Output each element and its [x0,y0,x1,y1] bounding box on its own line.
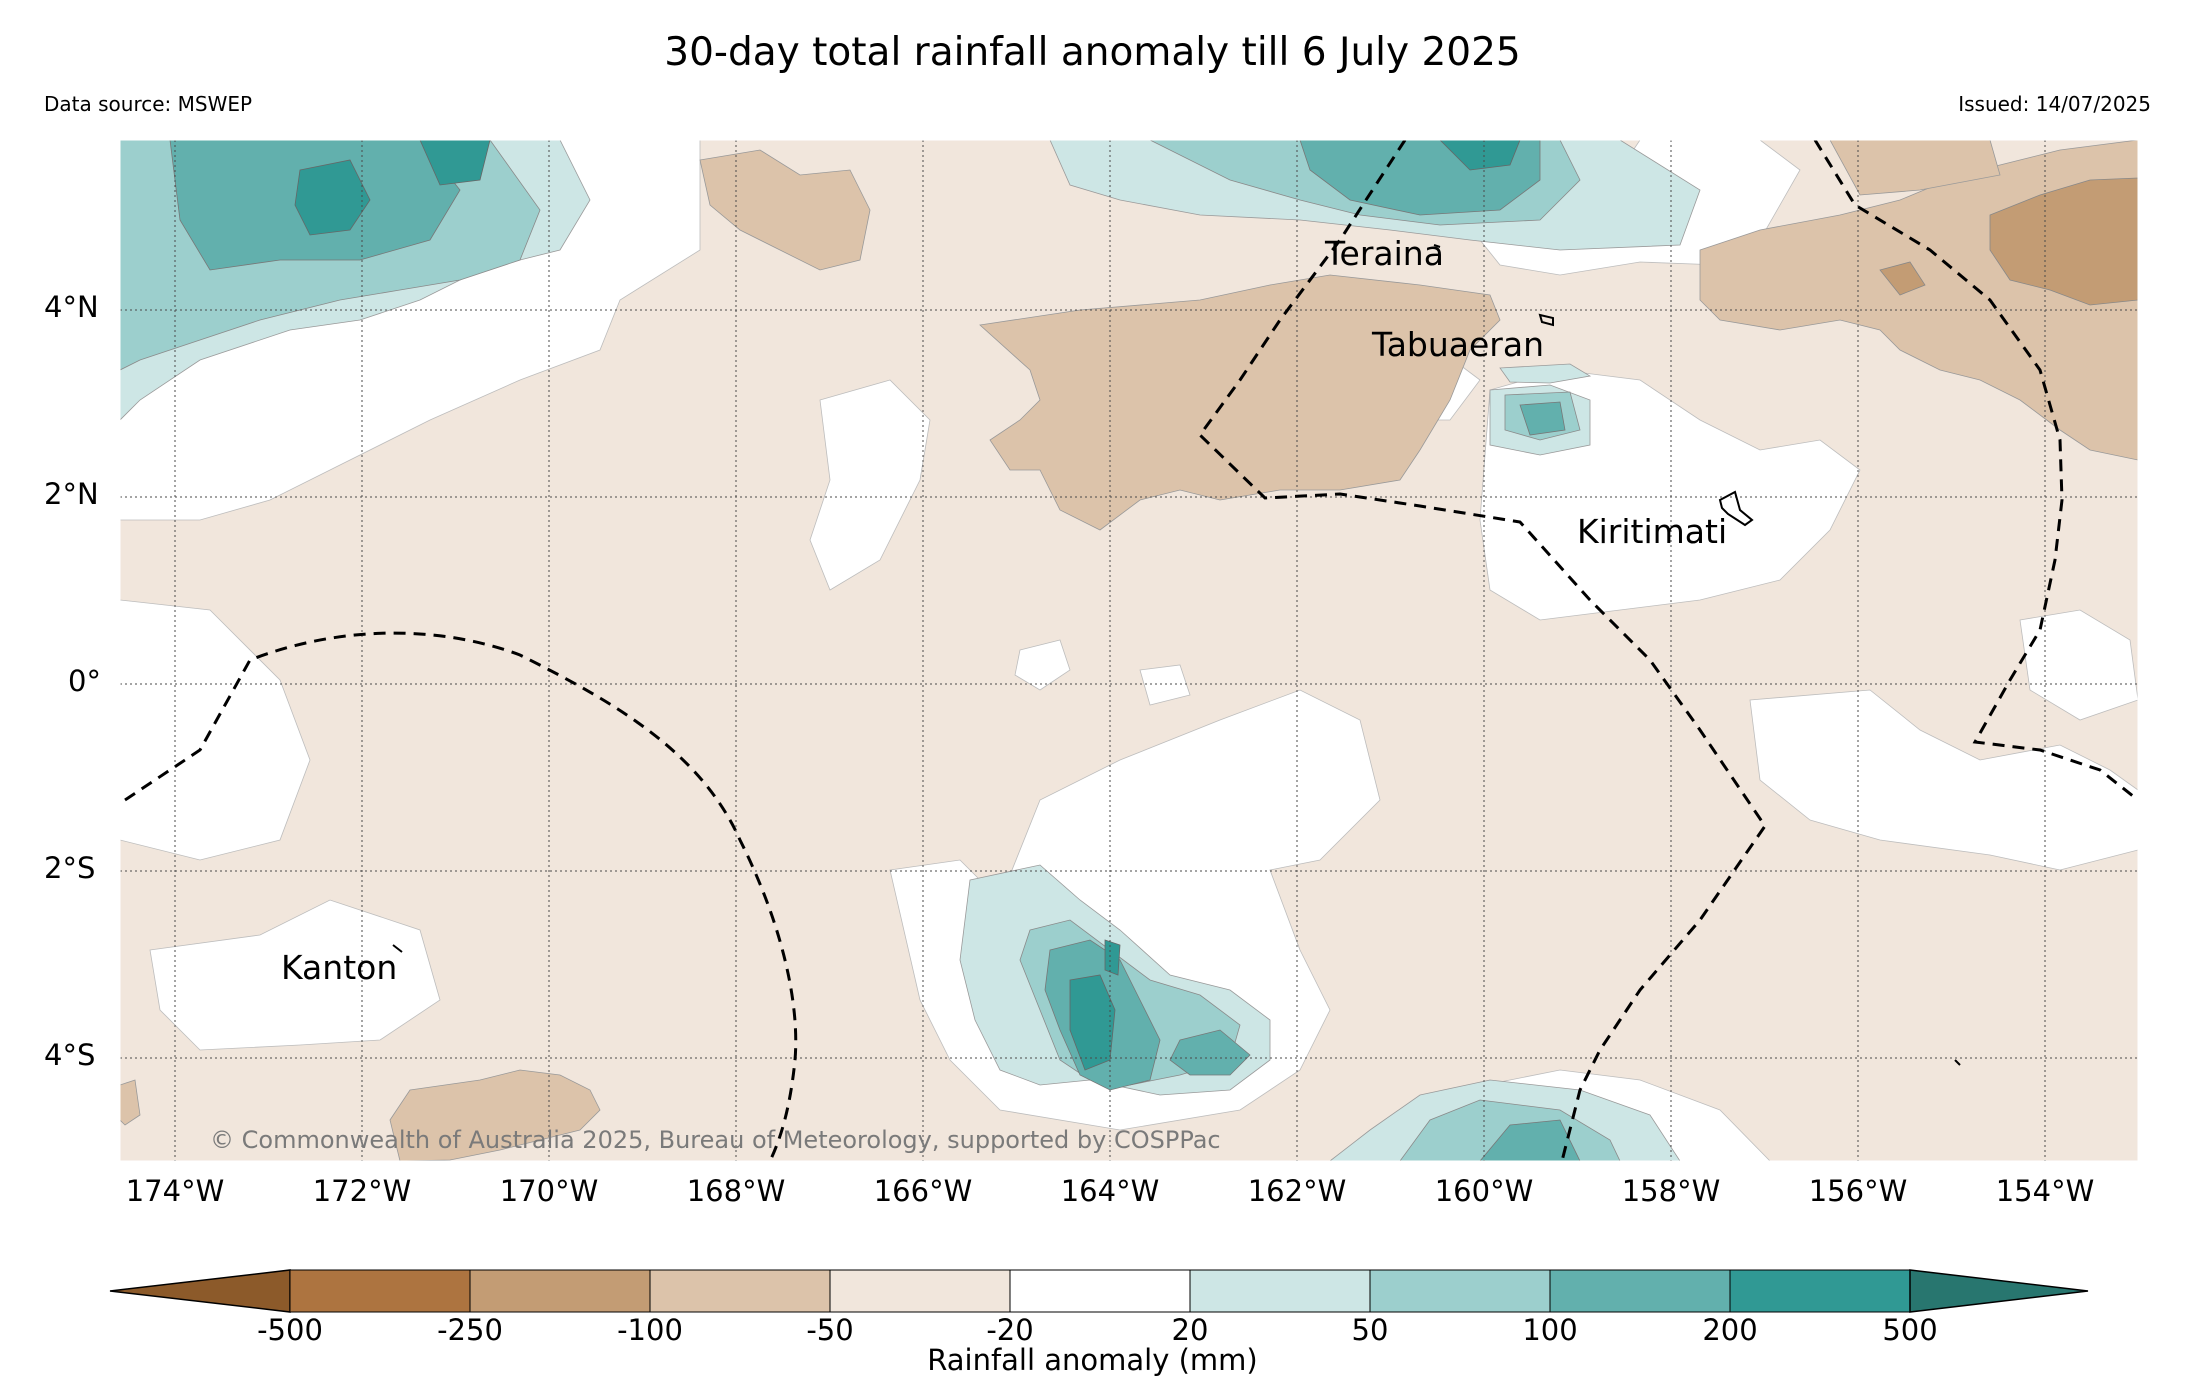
data-source-label: Data source: MSWEP [44,92,253,116]
lat-label: 2°N [44,477,99,511]
place-label-tabuaeran: Tabuaeran [1372,325,1545,364]
colorbar-tick: 100 [1522,1313,1578,1347]
anomaly-field [120,140,2138,1161]
lon-label: 172°W [312,1174,412,1208]
lat-label: 0° [68,664,101,698]
colorbar-bin [829,1269,1011,1313]
colorbar-tick: 50 [1351,1313,1389,1347]
colorbar-tick: -50 [806,1313,854,1347]
colorbar-bin [1189,1269,1371,1313]
colorbar-under-triangle [109,1269,291,1313]
colorbar-tick: 200 [1702,1313,1758,1347]
lon-label: 166°W [873,1174,973,1208]
map-title: 30-day total rainfall anomaly till 6 Jul… [664,30,1521,75]
lat-label: 2°S [44,851,96,885]
colorbar-bin [1369,1269,1551,1313]
colorbar-bin [289,1269,471,1313]
lon-label: 158°W [1621,1174,1721,1208]
graticule [120,140,2138,1161]
colorbar-label: Rainfall anomaly (mm) [927,1343,1258,1377]
colorbar-bin [469,1269,651,1313]
eez-boundaries [124,140,2138,1161]
lon-label: 160°W [1434,1174,1534,1208]
island-outlines [392,244,1961,1066]
map-frame [119,139,2139,1162]
colorbar-bin [649,1269,831,1313]
dry-strong-areas [1879,177,2138,306]
place-label-kanton: Kanton [281,948,398,987]
colorbar-tick: 20 [1171,1313,1209,1347]
place-label-kiritimati: Kiritimati [1577,512,1728,551]
colorbar-tick: -250 [437,1313,503,1347]
lon-label: 156°W [1808,1174,1908,1208]
colorbar-tick: -500 [257,1313,323,1347]
colorbar-bin [1549,1269,1731,1313]
lat-label: 4°S [44,1038,96,1072]
lon-label: 168°W [686,1174,786,1208]
colorbar-bin [1009,1269,1191,1313]
wet-very-heavy-areas [294,140,1521,1071]
colorbar-tick: 500 [1882,1313,1938,1347]
lon-label: 170°W [499,1174,599,1208]
place-label-teraina: Teraina [1325,234,1444,273]
lon-label: 162°W [1247,1174,1347,1208]
colorbar-tick: -100 [617,1313,683,1347]
colorbar-over-triangle [1909,1269,2089,1313]
lat-label: 4°N [44,290,99,324]
lon-label: 164°W [1060,1174,1160,1208]
lon-label: 174°W [125,1174,225,1208]
lon-label: 154°W [1995,1174,2095,1208]
colorbar-bin [1729,1269,1911,1313]
issued-date-label: Issued: 14/07/2025 [1958,92,2151,116]
colorbar [109,1269,2089,1313]
colorbar-tick: -20 [986,1313,1034,1347]
copyright-notice: © Commonwealth of Australia 2025, Bureau… [210,1126,1221,1154]
